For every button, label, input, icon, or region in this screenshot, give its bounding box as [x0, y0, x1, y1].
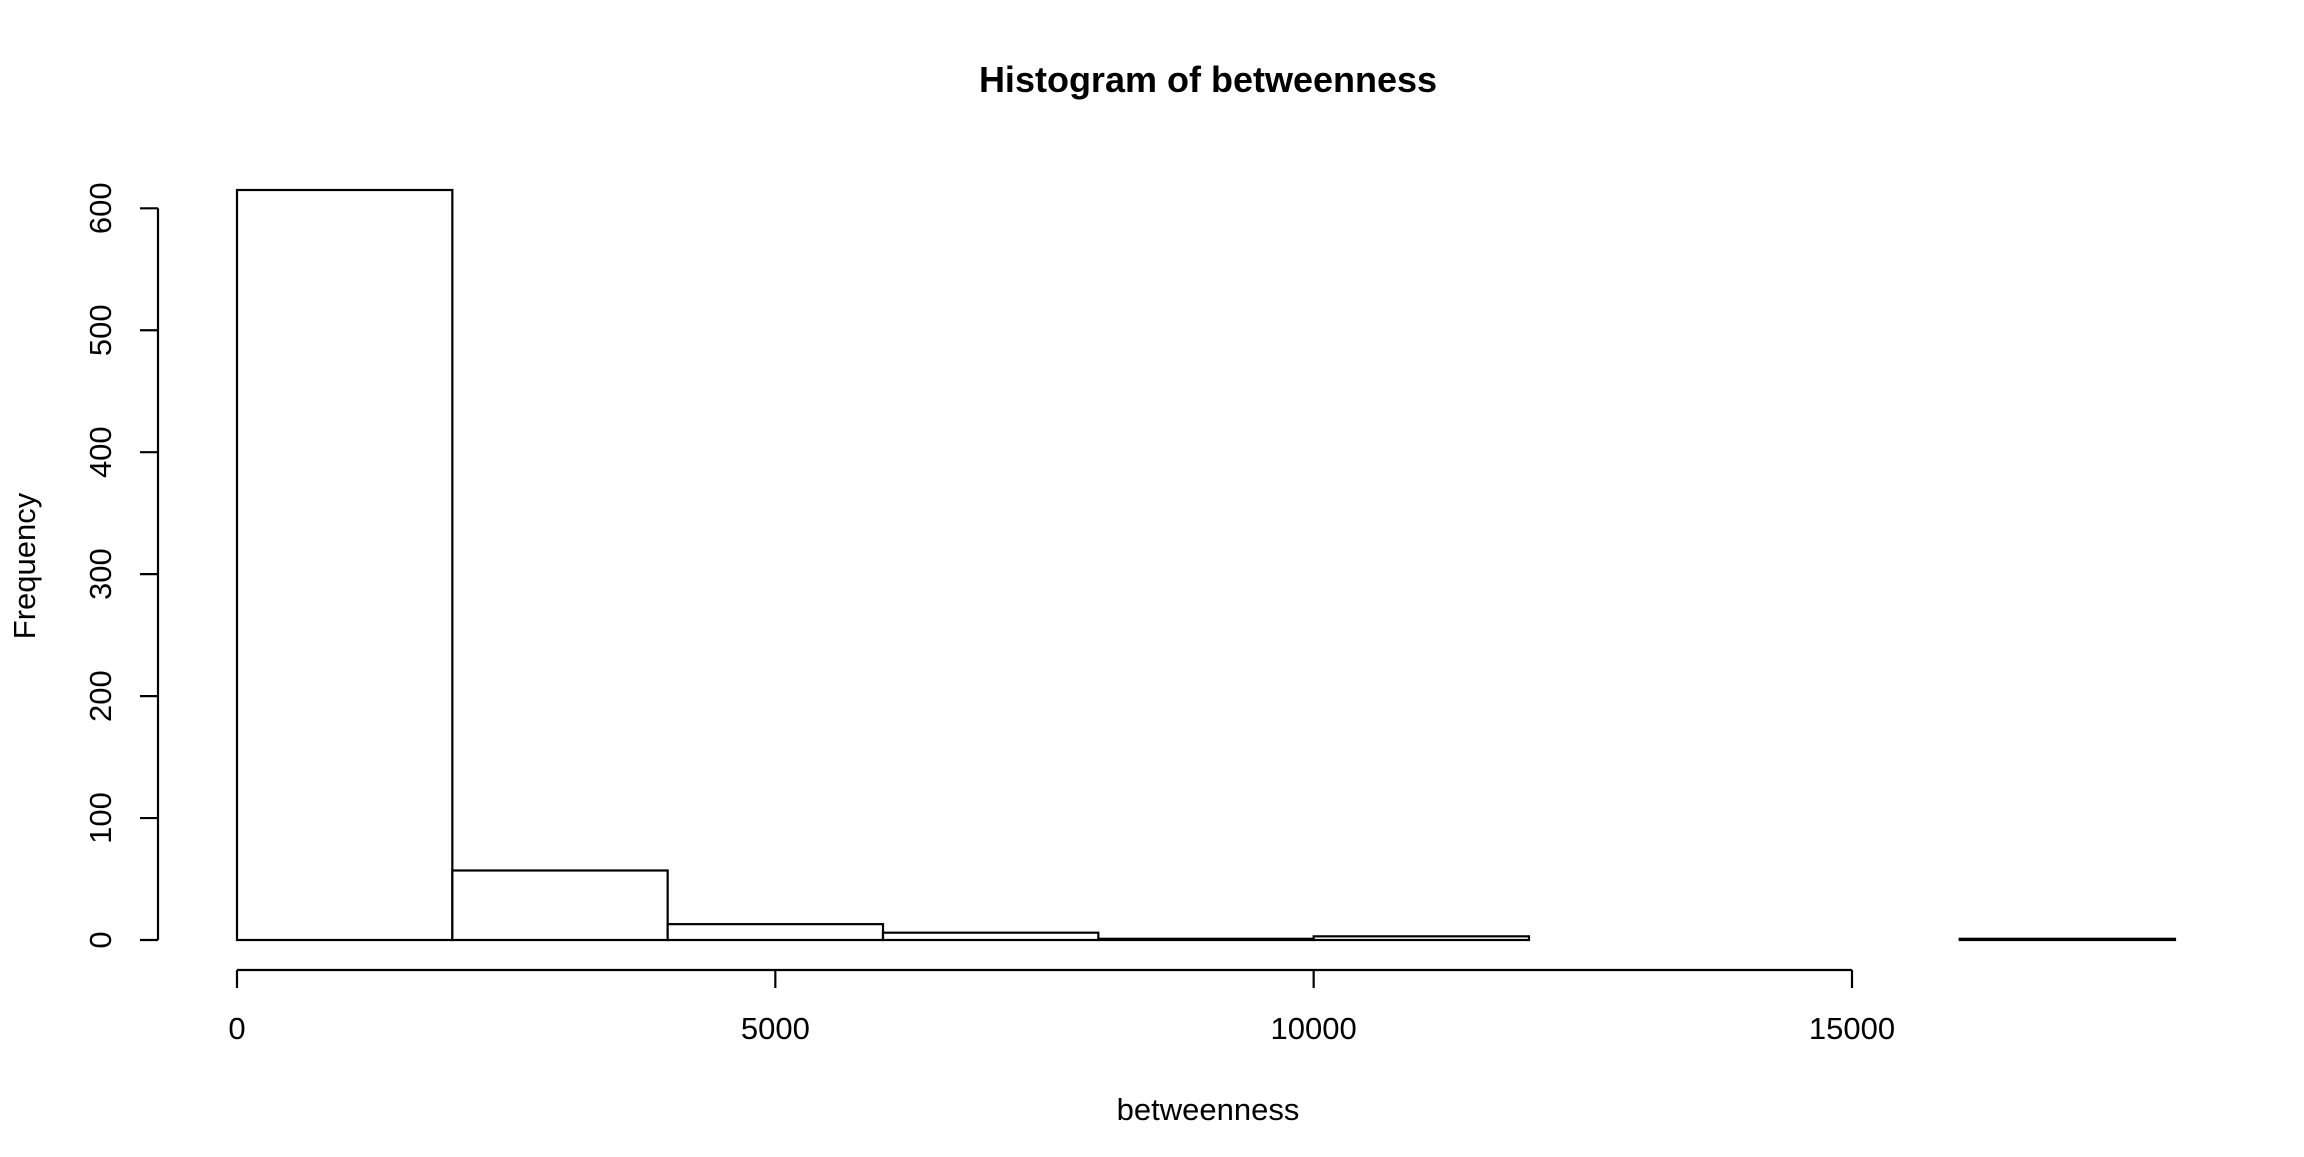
bars-layer	[235, 188, 2177, 942]
x-tick-label: 0	[228, 1011, 245, 1046]
y-tick-label: 200	[83, 670, 118, 722]
x-tick-label: 15000	[1809, 1011, 1895, 1046]
histogram-bar	[666, 923, 885, 942]
histogram-bar	[881, 931, 1100, 942]
chart-title: Histogram of betweenness	[979, 59, 1437, 100]
histogram-bar	[235, 188, 454, 942]
y-tick-label: 600	[83, 182, 118, 234]
y-axis: 0 100 200 300 400 500 600	[83, 182, 160, 949]
y-axis-label: Frequency	[7, 492, 42, 639]
histogram-bar	[1097, 937, 1315, 942]
x-axis-label: betweenness	[1117, 1092, 1300, 1127]
x-tick-label: 10000	[1271, 1011, 1357, 1046]
y-tick-label: 300	[83, 548, 118, 600]
y-tick-label: 500	[83, 304, 118, 356]
x-axis: 0 5000 10000 15000	[228, 968, 1895, 1046]
y-tick-label: 400	[83, 426, 118, 478]
histogram-bar	[1958, 937, 2177, 942]
x-tick-label: 5000	[741, 1011, 810, 1046]
histogram-bar	[451, 869, 669, 942]
y-tick-label: 100	[83, 792, 118, 844]
histogram-bar	[1312, 935, 1531, 942]
y-tick-label: 0	[83, 931, 118, 948]
